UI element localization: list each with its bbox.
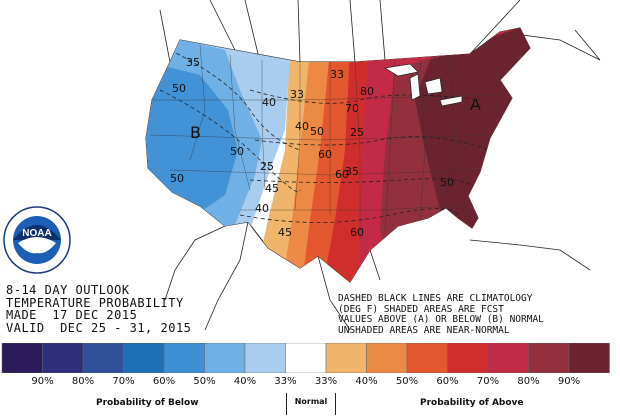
noaa-logo: NOAA	[3, 206, 71, 274]
contour-label: 33	[330, 68, 344, 81]
legend-percent-label: 90%	[557, 376, 581, 387]
legend-swatch	[204, 343, 246, 373]
contour-label: 35	[345, 165, 359, 178]
legend-below-label: Probability of Below	[96, 398, 199, 408]
contour-label: 50	[440, 176, 454, 189]
legend-percent-label: 60%	[152, 376, 176, 387]
legend-percent-row: 90% 80% 70% 60% 50% 40% 33% 33% 40% 50% 60% 70% 80% 9…	[0, 376, 620, 390]
legend-swatch	[447, 343, 489, 373]
legend-percent-label: 50%	[395, 376, 419, 387]
contour-label: 50	[310, 125, 324, 138]
legend-swatch	[568, 343, 610, 373]
legend-percent-label: 80%	[71, 376, 95, 387]
contour-label: 35	[186, 56, 200, 69]
noaa-logo-text: NOAA	[22, 228, 51, 239]
contour-label: 33	[290, 88, 304, 101]
legend-swatch	[1, 343, 43, 373]
contour-label: 45	[278, 226, 292, 239]
region-letter-below: B	[190, 123, 201, 142]
outlook-title: 8-14 DAY OUTLOOK	[6, 283, 130, 297]
contour-label: 45	[265, 182, 279, 195]
legend-percent-label: 70%	[112, 376, 135, 387]
outlook-subtitle: TEMPERATURE PROBABILITY	[6, 295, 184, 310]
legend-swatch	[528, 343, 570, 373]
map-notes: DASHED BLACK LINES ARE CLIMATOLOGY (DEG F…	[338, 293, 544, 336]
legend-swatch	[163, 343, 205, 373]
contour-label: 80	[360, 85, 374, 98]
contour-label: 40	[262, 96, 276, 109]
note-line-3: VALUES ABOVE (A) OR BELOW (B) NORMAL	[338, 314, 544, 325]
note-line-1: DASHED BLACK LINES ARE CLIMATOLOGY	[338, 293, 533, 304]
outlook-title-block: 8-14 DAY OUTLOOK TEMPERATURE PROBABILITY M…	[6, 284, 191, 334]
legend-normal-label: Normal	[294, 397, 328, 406]
contour-label: 40	[255, 202, 269, 215]
legend-swatch	[82, 343, 124, 373]
legend-percent-label: 80%	[517, 376, 540, 387]
contour-label: 50	[170, 172, 184, 185]
legend-swatch	[244, 343, 286, 373]
contour-label: 25	[350, 126, 364, 139]
contour-label: 60	[335, 168, 349, 181]
legend-swatch	[123, 343, 165, 373]
contour-label: 25	[260, 160, 274, 173]
temperature-outlook-map: B A 35 50 40 33 50 40 33 25 50 60 70 80 …	[145, 0, 601, 331]
climatology-lines	[159, 49, 491, 223]
note-line-4: UNSHADED AREAS ARE NEAR-NORMAL	[338, 324, 510, 336]
legend-percent-label: 40%	[233, 376, 257, 387]
legend-normal-box: Normal	[286, 393, 336, 415]
legend-percent-label: 90%	[31, 376, 54, 387]
legend-above-label: Probability of Above	[420, 398, 524, 408]
legend-color-bar	[1, 343, 610, 373]
legend-swatch	[325, 343, 367, 373]
legend-swatch	[285, 343, 327, 373]
valid-dates: VALID DEC 25 - 31, 2015	[6, 320, 192, 335]
above-90-area	[415, 28, 530, 250]
legend-swatch	[42, 343, 84, 373]
great-lakes	[384, 63, 463, 107]
legend-percent-label: 70%	[476, 376, 500, 387]
legend-percent-label: 60%	[436, 376, 459, 387]
region-letter-above: A	[470, 95, 481, 114]
legend-percent-label: 33%	[274, 376, 297, 387]
contour-label: 70	[345, 102, 359, 115]
map-labels: B A 35 50 40 33 50 40 33 25 50 60 70 80 …	[170, 56, 481, 239]
legend-percent-label: 40%	[355, 376, 378, 387]
contour-label: 40	[295, 120, 309, 133]
legend-percent-label: 50%	[193, 376, 216, 387]
contour-label: 60	[350, 226, 364, 239]
note-line-2: (DEG F) SHADED AREAS ARE FCST	[338, 303, 504, 315]
contour-label: 60	[318, 148, 332, 161]
legend-swatch	[487, 343, 529, 373]
legend-swatch	[406, 343, 448, 373]
legend-swatch	[366, 343, 408, 373]
contour-label: 50	[230, 145, 244, 158]
probability-shading	[146, 28, 530, 282]
legend-percent-label: 33%	[314, 376, 338, 387]
background-borders	[159, 0, 601, 331]
contour-label: 50	[172, 82, 186, 95]
made-date: MADE 17 DEC 2015	[6, 308, 138, 322]
